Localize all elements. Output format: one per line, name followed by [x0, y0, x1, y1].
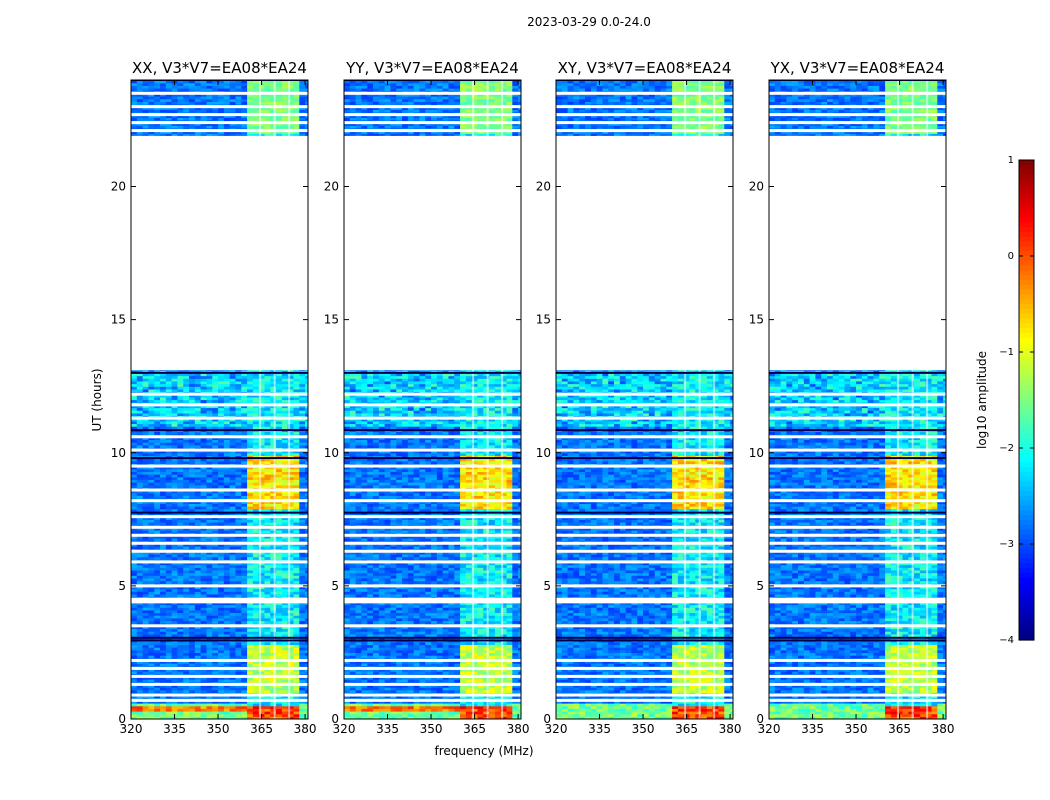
x-tick-label: 335	[163, 722, 186, 736]
panel-frame	[555, 79, 734, 720]
x-tick-label: 380	[932, 722, 955, 736]
panel-4: YX, V3*V7=EA08*EA24 320 335 350 365 380 0 5 10 15…	[749, 59, 955, 736]
panel-frame	[130, 79, 309, 720]
colorbar-tick-label: 1	[1008, 155, 1014, 166]
y-tick-label: 0	[756, 712, 764, 726]
x-tick-label: 320	[758, 722, 781, 736]
x-tick-label: 380	[719, 722, 742, 736]
x-tick-label: 350	[420, 722, 443, 736]
x-tick-label: 365	[463, 722, 486, 736]
colorbar-tick-label: −1	[999, 347, 1014, 358]
y-axis-label: UT (hours)	[90, 368, 104, 431]
y-tick-label: 20	[111, 180, 126, 194]
y-tick-label: 15	[324, 313, 339, 327]
panel-title: YX, V3*V7=EA08*EA24	[770, 59, 945, 77]
heatmap-1	[131, 80, 308, 719]
panel-frame	[768, 79, 947, 720]
y-tick-label: 10	[749, 446, 764, 460]
y-tick-label: 10	[536, 446, 551, 460]
heatmap-2	[344, 80, 521, 719]
colorbar-label: log10 amplitude	[975, 351, 989, 449]
y-tick-label: 20	[324, 180, 339, 194]
heatmap-4	[769, 80, 946, 719]
colorbar-tick-label: −2	[999, 443, 1014, 454]
panel-title: YY, V3*V7=EA08*EA24	[345, 59, 519, 77]
x-tick-label: 320	[333, 722, 356, 736]
x-tick-label: 365	[888, 722, 911, 736]
y-tick-label: 5	[331, 579, 339, 593]
colorbar-tick-label: −4	[999, 635, 1014, 646]
x-tick-label: 365	[250, 722, 273, 736]
y-tick-label: 20	[749, 180, 764, 194]
x-tick-label: 335	[376, 722, 399, 736]
x-tick-label: 350	[207, 722, 230, 736]
y-tick-label: 20	[536, 180, 551, 194]
heatmap-3	[556, 80, 733, 719]
y-tick-label: 15	[749, 313, 764, 327]
x-tick-label: 365	[675, 722, 698, 736]
y-tick-label: 0	[331, 712, 339, 726]
colorbar-tick-label: 0	[1008, 251, 1014, 262]
y-tick-label: 15	[536, 313, 551, 327]
panel-title: XX, V3*V7=EA08*EA24	[132, 59, 307, 77]
colorbar: 1 0 −1 −2 −3 −4 log10 amplitude	[975, 155, 1035, 646]
y-tick-label: 0	[118, 712, 126, 726]
figure-suptitle: 2023-03-29 0.0-24.0	[527, 15, 651, 29]
x-tick-label: 320	[120, 722, 143, 736]
y-tick-label: 15	[111, 313, 126, 327]
y-tick-label: 5	[756, 579, 764, 593]
x-axis-label: frequency (MHz)	[434, 744, 533, 758]
x-tick-label: 350	[632, 722, 655, 736]
panel-3: XY, V3*V7=EA08*EA24 320 335 350 365 380 0 5 10 15…	[536, 59, 742, 736]
x-tick-label: 380	[294, 722, 317, 736]
x-tick-label: 380	[507, 722, 530, 736]
panel-1: XX, V3*V7=EA08*EA24 320 335 350 365 380 0 5 10 15…	[111, 59, 317, 736]
x-tick-label: 335	[588, 722, 611, 736]
panels-group: XX, V3*V7=EA08*EA24 320 335 350 365 380 0 5 10 15…	[111, 59, 955, 736]
colorbar-tick-label: −3	[999, 539, 1014, 550]
panel-2: YY, V3*V7=EA08*EA24 320 335 350 365 380 0 5 10 15…	[324, 59, 530, 736]
y-tick-label: 0	[543, 712, 551, 726]
x-tick-label: 320	[545, 722, 568, 736]
x-tick-label: 335	[801, 722, 824, 736]
y-tick-label: 5	[118, 579, 126, 593]
y-tick-label: 10	[324, 446, 339, 460]
panel-frame	[343, 79, 522, 720]
x-tick-label: 350	[845, 722, 868, 736]
y-tick-label: 5	[543, 579, 551, 593]
y-tick-label: 10	[111, 446, 126, 460]
panel-title: XY, V3*V7=EA08*EA24	[558, 59, 732, 77]
